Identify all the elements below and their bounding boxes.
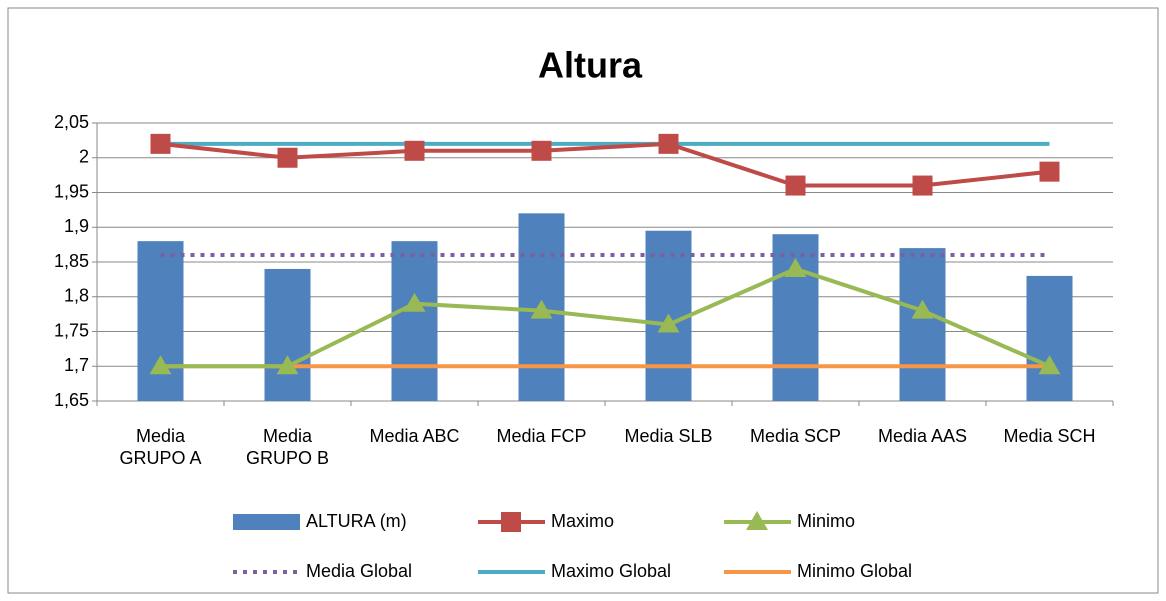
legend-swatch bbox=[233, 514, 300, 530]
legend-label: ALTURA (m) bbox=[306, 511, 407, 531]
marker bbox=[912, 175, 933, 196]
legend-label: Maximo Global bbox=[551, 561, 671, 581]
chart-frame bbox=[7, 7, 1159, 594]
marker bbox=[658, 133, 679, 154]
x-tick-label: Media SCH bbox=[1003, 426, 1096, 446]
marker bbox=[1038, 355, 1061, 375]
x-tick-label: Media SLB bbox=[624, 426, 713, 446]
marker bbox=[150, 133, 171, 154]
x-tick-label: Media FCP bbox=[496, 426, 587, 446]
marker bbox=[149, 355, 172, 375]
legend-label: Media Global bbox=[306, 561, 412, 581]
y-tick-label: 1,75 bbox=[54, 320, 89, 340]
bar bbox=[137, 241, 184, 401]
y-tick-label: 2 bbox=[79, 147, 89, 167]
marker bbox=[657, 313, 680, 333]
legend-label: Minimo bbox=[797, 511, 855, 531]
bar bbox=[264, 268, 311, 401]
bar bbox=[1026, 275, 1073, 401]
y-tick-label: 1,65 bbox=[54, 390, 89, 410]
marker bbox=[277, 147, 298, 168]
y-tick-label: 1,7 bbox=[64, 355, 89, 375]
legend-label: Maximo bbox=[551, 511, 614, 531]
chart-title: Altura bbox=[538, 45, 643, 86]
marker bbox=[276, 355, 299, 375]
x-tick-label: Media GRUPO A bbox=[119, 426, 202, 468]
marker bbox=[785, 175, 806, 196]
legend-marker bbox=[501, 512, 521, 532]
line bbox=[160, 141, 1050, 188]
y-tick-label: 1,95 bbox=[54, 181, 89, 201]
bar bbox=[391, 241, 438, 401]
marker bbox=[530, 299, 553, 319]
y-tick-label: 1,85 bbox=[54, 251, 89, 271]
marker bbox=[911, 299, 934, 319]
x-tick-label: Media GRUPO B bbox=[245, 426, 329, 468]
marker bbox=[1039, 161, 1060, 182]
y-tick-label: 1,9 bbox=[64, 216, 89, 236]
y-tick-label: 2,05 bbox=[54, 112, 89, 132]
x-tick-label: Media SCP bbox=[749, 426, 842, 446]
marker bbox=[404, 140, 425, 161]
marker bbox=[784, 257, 807, 277]
marker bbox=[403, 292, 426, 312]
legend-label: Minimo Global bbox=[797, 561, 912, 581]
line bbox=[160, 266, 1051, 369]
bar bbox=[899, 248, 946, 401]
legend-marker bbox=[746, 511, 768, 530]
x-tick-label: Media ABC bbox=[369, 426, 460, 446]
y-tick-label: 1,8 bbox=[64, 286, 89, 306]
x-tick-label: Media AAS bbox=[877, 426, 968, 446]
marker bbox=[531, 140, 552, 161]
